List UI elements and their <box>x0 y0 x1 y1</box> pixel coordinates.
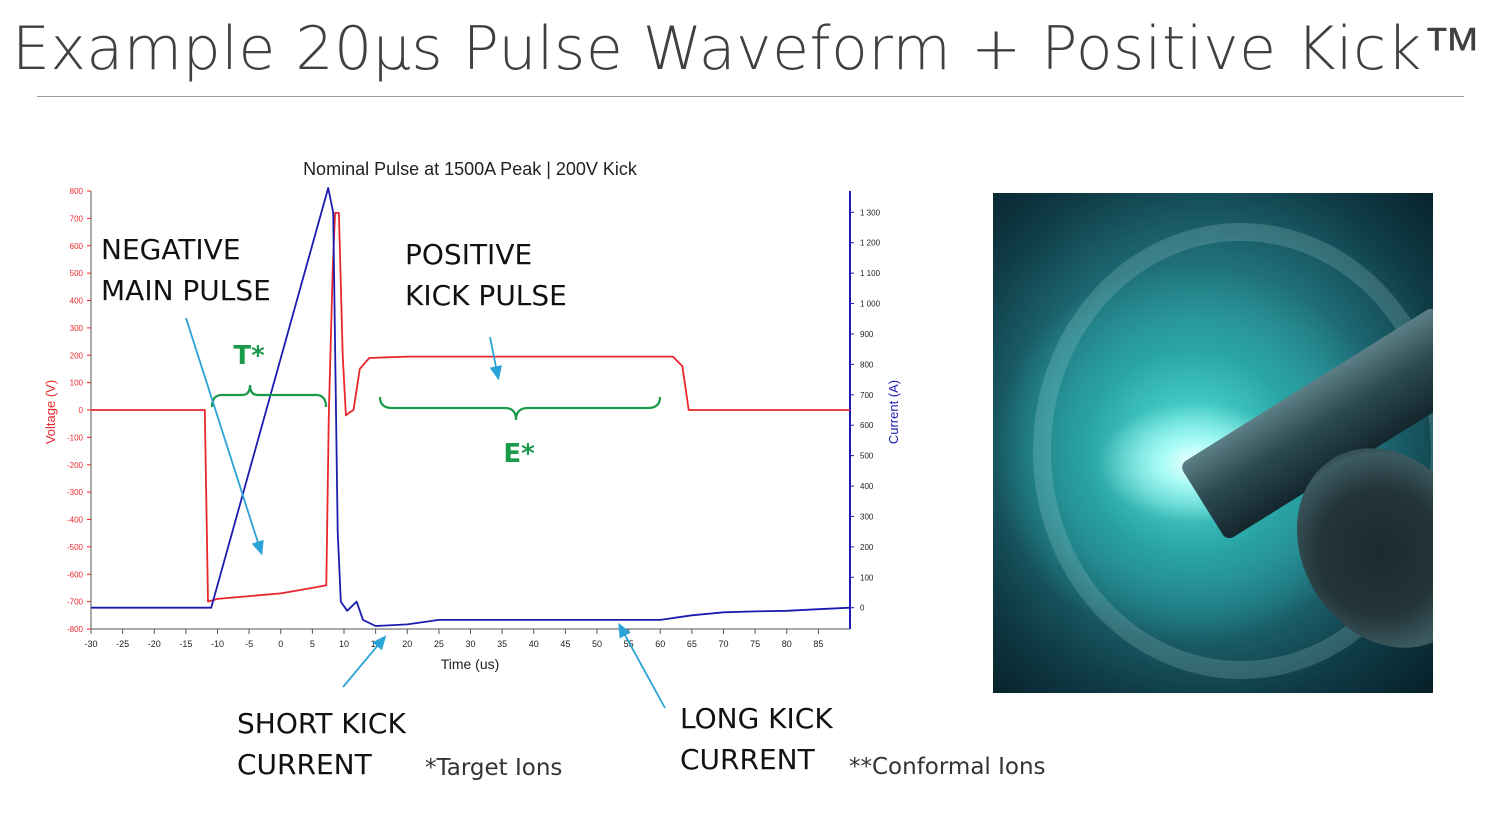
label-negative-main-pulse-line-1: NEGATIVE <box>101 233 241 266</box>
x-tick-label: 5 <box>310 639 315 649</box>
x-tick-label: 80 <box>782 639 792 649</box>
y-tick-label: 0 <box>79 406 84 415</box>
slide-title: Example 20µs Pulse Waveform + Positive K… <box>12 14 1483 84</box>
arrow-positive-kick <box>489 336 503 381</box>
y-tick-label: 300 <box>70 324 84 333</box>
y-tick-label: -500 <box>67 543 84 552</box>
y-tick-label: 700 <box>70 214 84 223</box>
t-label: T* <box>233 341 265 371</box>
x-tick-label: 65 <box>687 639 697 649</box>
y-tick-label: 100 <box>70 379 84 388</box>
label-short-kick-current-line-2: CURRENT <box>237 748 373 781</box>
x-tick-label: 20 <box>402 639 412 649</box>
arrow-short-kick <box>342 635 387 688</box>
t-brace <box>210 384 328 408</box>
voltage-series-line <box>91 212 850 603</box>
x-tick-label: 85 <box>813 639 823 649</box>
x-tick-label: 35 <box>497 639 507 649</box>
x-tick-label: 10 <box>339 639 349 649</box>
x-tick-label: 50 <box>592 639 602 649</box>
waveform-chart: Nominal Pulse at 1500A Peak | 200V Kick -… <box>43 159 901 781</box>
label-positive-kick-pulse-line-2: KICK PULSE <box>405 279 567 312</box>
y2-tick-label: 600 <box>860 421 874 430</box>
x-tick-label: -15 <box>179 639 192 649</box>
y-tick-label: -100 <box>67 433 84 442</box>
y-tick-label: -800 <box>67 625 84 634</box>
current-series-line <box>91 187 851 627</box>
arrow-negative-pulse <box>185 317 264 556</box>
label-long-kick-current-line-1: LONG KICK <box>680 702 833 735</box>
y-tick-label: 400 <box>70 297 84 306</box>
note-conformal-ions: **Conformal Ions <box>849 754 1046 780</box>
y-tick-label: -400 <box>67 516 84 525</box>
y2-tick-label: 400 <box>860 482 874 491</box>
y-tick-label: 800 <box>70 187 84 196</box>
e-brace <box>378 396 662 421</box>
y2-tick-label: 1 000 <box>860 300 881 309</box>
x-tick-label: -20 <box>148 639 161 649</box>
y-tick-label: -300 <box>67 488 84 497</box>
plasma-discharge-photo <box>993 193 1433 693</box>
label-long-kick-current-line-2: CURRENT <box>680 743 816 776</box>
x-tick-label: 70 <box>718 639 728 649</box>
y2-tick-label: 100 <box>860 573 874 582</box>
title-divider <box>37 96 1464 97</box>
x-tick-label: 75 <box>750 639 760 649</box>
y2-tick-label: 700 <box>860 391 874 400</box>
y-tick-label: 200 <box>70 351 84 360</box>
y2-tick-label: 0 <box>860 604 865 613</box>
y-tick-label: -700 <box>67 598 84 607</box>
y-axis-label: Voltage (V) <box>43 380 58 444</box>
arrow-long-kick <box>618 622 666 709</box>
x-tick-label: -25 <box>116 639 129 649</box>
y-tick-label: 600 <box>70 242 84 251</box>
y2-tick-label: 1 100 <box>860 269 881 278</box>
y2-tick-label: 300 <box>860 512 874 521</box>
y-tick-label: 500 <box>70 269 84 278</box>
y-tick-label: -600 <box>67 570 84 579</box>
x-tick-label: 45 <box>560 639 570 649</box>
x-tick-label: -5 <box>245 639 253 649</box>
chart-title: Nominal Pulse at 1500A Peak | 200V Kick <box>303 159 638 179</box>
x-tick-label: -10 <box>211 639 224 649</box>
y2-tick-label: 800 <box>860 360 874 369</box>
y-tick-label: -200 <box>67 461 84 470</box>
x-tick-label: 25 <box>434 639 444 649</box>
x-tick-label: 60 <box>655 639 665 649</box>
note-target-ions: *Target Ions <box>425 755 563 781</box>
label-short-kick-current-line-1: SHORT KICK <box>237 707 406 740</box>
y2-tick-label: 900 <box>860 330 874 339</box>
label-negative-main-pulse-line-2: MAIN PULSE <box>101 274 271 307</box>
y2-tick-label: 200 <box>860 543 874 552</box>
x-tick-label: 30 <box>465 639 475 649</box>
x-axis-label: Time (us) <box>441 656 500 672</box>
y2-axis-label: Current (A) <box>886 380 901 444</box>
y2-tick-label: 500 <box>860 452 874 461</box>
label-positive-kick-pulse-line-1: POSITIVE <box>405 238 532 271</box>
y2-tick-label: 1 200 <box>860 239 881 248</box>
y2-tick-label: 1 300 <box>860 208 881 217</box>
x-tick-label: 55 <box>624 639 634 649</box>
x-tick-label: 0 <box>278 639 283 649</box>
x-tick-label: -30 <box>84 639 97 649</box>
x-tick-label: 40 <box>529 639 539 649</box>
e-label: E* <box>503 439 535 469</box>
